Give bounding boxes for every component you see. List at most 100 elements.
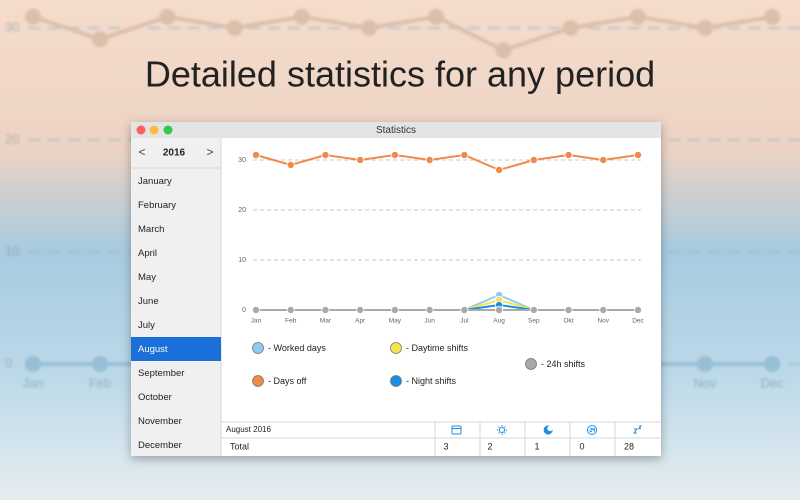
title-bar xyxy=(131,122,661,138)
data-point xyxy=(286,305,295,314)
table-row-label: Total xyxy=(230,441,249,451)
bg-y-tick-label: 10 xyxy=(5,243,19,258)
x-tick-label: Aug xyxy=(493,318,505,325)
x-tick-label: Dec xyxy=(632,318,644,325)
data-point xyxy=(390,150,399,159)
data-point xyxy=(321,305,330,314)
minimize-button[interactable] xyxy=(149,125,159,135)
totals-table xyxy=(221,421,661,456)
bg-x-tick-label: Feb xyxy=(89,375,111,390)
month-item[interactable]: November xyxy=(138,416,182,427)
table-caption: August 2016 xyxy=(226,425,271,434)
sun-icon xyxy=(499,427,505,433)
data-point xyxy=(251,305,260,314)
data-point xyxy=(495,165,504,174)
month-item[interactable]: February xyxy=(138,200,176,211)
sun-icon xyxy=(497,425,507,435)
bg-point xyxy=(764,8,781,25)
data-point xyxy=(425,305,434,314)
data-point xyxy=(251,150,260,159)
data-point xyxy=(599,305,608,314)
close-button[interactable] xyxy=(136,125,146,135)
moon-icon xyxy=(543,425,553,435)
legend-swatch xyxy=(390,375,402,387)
bg-point xyxy=(764,356,781,372)
data-point xyxy=(564,305,573,314)
month-item[interactable]: September xyxy=(138,368,184,379)
month-item[interactable]: June xyxy=(138,296,159,307)
data-point xyxy=(460,305,469,314)
series-line xyxy=(255,153,639,172)
table-value: 3 xyxy=(443,441,448,451)
y-tick-label: 20 xyxy=(238,207,246,214)
table-value: 28 xyxy=(624,441,634,451)
month-item[interactable]: August xyxy=(138,344,168,355)
data-point xyxy=(460,150,469,159)
month-item[interactable]: May xyxy=(138,272,156,283)
x-tick-label: Nov xyxy=(597,318,609,325)
bg-point xyxy=(25,356,41,372)
bg-point xyxy=(159,8,176,25)
month-item[interactable]: October xyxy=(138,392,172,403)
bg-y-tick-label: 30 xyxy=(5,19,19,34)
data-point xyxy=(356,155,365,164)
calendar-icon xyxy=(451,425,462,435)
y-tick-label: 30 xyxy=(238,157,246,164)
selected-month xyxy=(131,337,221,361)
legend-label: - Days off xyxy=(268,376,307,386)
data-point xyxy=(564,150,573,159)
legend-swatch xyxy=(252,375,264,387)
column-icons xyxy=(451,425,643,435)
x-tick-label: Apr xyxy=(355,318,366,325)
table-value: 2 xyxy=(487,441,492,451)
bg-point xyxy=(562,20,579,36)
data-point xyxy=(495,305,504,314)
data-point xyxy=(529,305,538,314)
headline: Detailed statistics for any period xyxy=(145,54,655,95)
x-tick-label: Feb xyxy=(285,318,297,325)
sleep-icon xyxy=(633,425,643,434)
month-item[interactable]: March xyxy=(138,224,164,235)
legend-label: - Daytime shifts xyxy=(406,343,469,353)
table-rows: Total 3 2 1 0 28 xyxy=(230,441,634,451)
chart: 0 10 20 30 Jan Feb Mar Apr May Jun Jul Aug Sep Okt Nov… xyxy=(238,150,645,387)
month-item[interactable]: December xyxy=(138,440,182,451)
data-point xyxy=(356,305,365,314)
x-tick-label: Jul xyxy=(460,318,469,325)
zoom-button[interactable] xyxy=(163,125,173,135)
data-point xyxy=(634,305,643,314)
legend-swatch xyxy=(252,342,264,354)
legend-label: - 24h shifts xyxy=(541,359,586,369)
x-tick-label: May xyxy=(389,318,402,325)
bg-y-tick-label: 0 xyxy=(5,355,12,370)
data-point xyxy=(390,305,399,314)
next-year[interactable]: > xyxy=(206,145,213,159)
bg-point xyxy=(92,31,109,48)
data-point xyxy=(599,155,608,164)
bg-point xyxy=(428,8,445,25)
bg-point xyxy=(293,8,310,25)
sidebar xyxy=(131,138,221,456)
month-item[interactable]: April xyxy=(138,248,157,259)
bg-line xyxy=(32,14,773,53)
x-tick-label: Mar xyxy=(320,318,332,325)
bg-point xyxy=(226,20,243,36)
bg-point xyxy=(495,42,512,59)
prev-year[interactable]: < xyxy=(138,145,145,159)
month-item[interactable]: July xyxy=(138,320,155,331)
legend-swatch xyxy=(390,342,402,354)
data-point xyxy=(634,150,643,159)
bg-point xyxy=(629,8,646,25)
y-tick-label: 10 xyxy=(238,257,246,264)
table-value: 1 xyxy=(534,441,539,451)
x-tick-label: Jun xyxy=(424,318,435,325)
data-point xyxy=(321,150,330,159)
legend-label: - Night shifts xyxy=(406,376,457,386)
x-tick-label: Jan xyxy=(251,318,262,325)
legend-swatch xyxy=(525,358,537,370)
bg-point xyxy=(92,356,109,372)
month-item[interactable]: January xyxy=(138,176,172,187)
window-title: Statistics xyxy=(376,125,416,136)
bg-point xyxy=(25,8,41,25)
